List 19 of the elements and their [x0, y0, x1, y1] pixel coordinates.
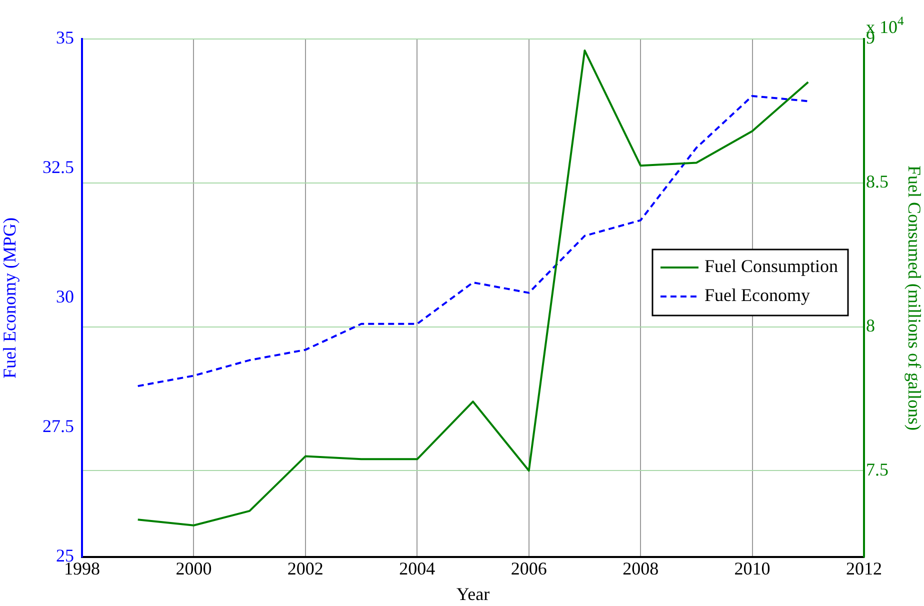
legend-label: Fuel Economy	[704, 285, 810, 306]
x-tick-label: 2008	[622, 558, 659, 579]
y-tick-label: 27.5	[42, 416, 74, 436]
y-tick-label: 30	[56, 286, 74, 307]
y2-tick-label: 8	[866, 316, 875, 336]
y-tick-label: 32.5	[42, 157, 74, 178]
x-tick-label: 2010	[734, 558, 770, 579]
x-tick-label: 2004	[399, 558, 436, 579]
y-axis-title: Fuel Economy (MPG)	[0, 218, 20, 378]
y2-tick-label: 8.5	[866, 172, 888, 192]
y-tick-label: 35	[56, 28, 74, 48]
legend-label: Fuel Consumption	[704, 256, 838, 276]
x-tick-label: 2002	[287, 558, 324, 579]
x-axis-title: Year	[456, 584, 490, 604]
x-tick-label: 2000	[176, 558, 212, 579]
x-tick-label: 2006	[510, 558, 547, 579]
y2-tick-label: 7.5	[866, 459, 888, 480]
y2-axis-title: Fuel Consumed (millions of gallons)	[904, 166, 924, 430]
x-tick-label: 2012	[846, 558, 882, 579]
